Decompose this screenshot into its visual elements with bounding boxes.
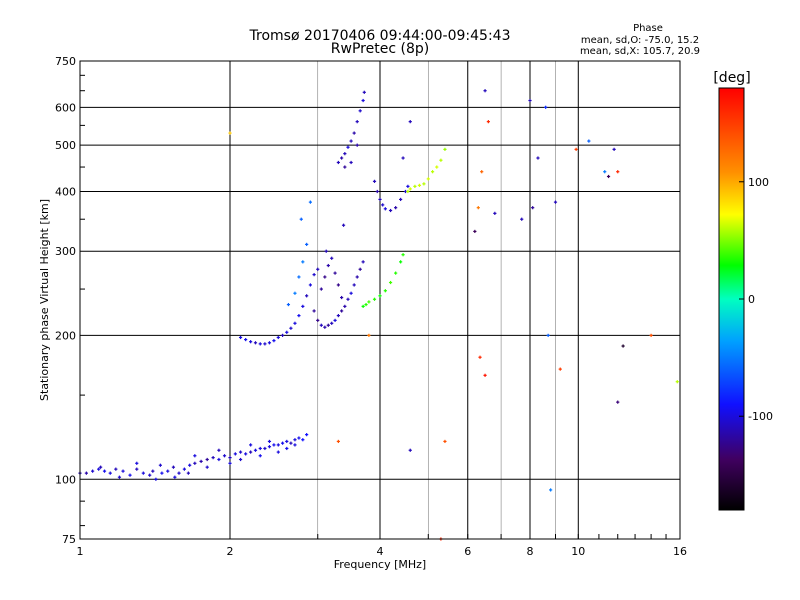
y-tick-label: 500	[55, 139, 76, 152]
colorbar-tick-label: 0	[748, 293, 755, 306]
chart-title: Tromsø 20170406 09:44:00-09:45:43	[249, 28, 511, 44]
chart-subtitle: RwPretec (8p)	[331, 41, 429, 57]
x-tick-label: 1	[77, 545, 84, 558]
y-tick-label: 600	[55, 101, 76, 114]
y-tick-label: 750	[55, 55, 76, 68]
colorbar-label: [deg]	[713, 70, 750, 86]
y-axis-label: Stationary phase Virtual Height [km]	[38, 199, 51, 401]
x-axis-label: Frequency [MHz]	[334, 558, 426, 571]
x-tick-label: 6	[464, 545, 471, 558]
data-points	[78, 89, 679, 541]
x-tick-label: 10	[571, 545, 585, 558]
info-heading: Phase	[633, 23, 663, 34]
info-line-o: mean, sd,O: -75.0, 15.2	[581, 35, 699, 46]
y-tick-label: 200	[55, 329, 76, 342]
colorbar-tick-label: -100	[748, 410, 773, 423]
x-tick-label: 8	[527, 545, 534, 558]
y-tick-label: 300	[55, 245, 76, 258]
y-tick-label: 400	[55, 185, 76, 198]
x-tick-label: 4	[377, 545, 384, 558]
colorbar-tick-label: 100	[748, 176, 769, 189]
grid	[80, 61, 680, 539]
colorbar-ticks: 100 0 -100	[739, 176, 773, 423]
y-tick-label: 100	[55, 473, 76, 486]
y-axis: 75 100 200 300 400 500 600 750	[55, 55, 85, 546]
x-tick-label: 2	[227, 545, 234, 558]
y-tick-label: 75	[62, 533, 76, 546]
x-axis: 1 2 4 6 8 10 16	[77, 534, 687, 558]
x-tick-label: 16	[673, 545, 687, 558]
info-line-x: mean, sd,X: 105.7, 20.9	[580, 46, 700, 57]
